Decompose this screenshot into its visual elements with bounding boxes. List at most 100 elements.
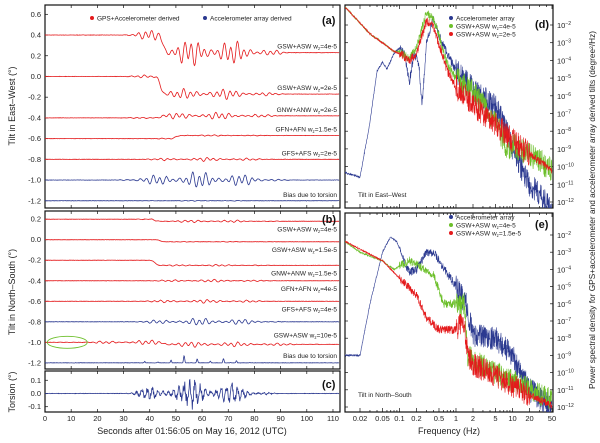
y-tick-label: -0.6 [28, 297, 41, 306]
y-tick-label: -0.4 [28, 113, 41, 122]
trace-label-w: w [312, 226, 318, 233]
panel-frame [44, 4, 341, 209]
trace-gps_acc [44, 299, 340, 304]
y-tick-exponent: −2 [565, 21, 571, 27]
trace-label-sub: z [318, 88, 321, 93]
trace-acc_array [44, 317, 340, 326]
panel-label-b: (b) [322, 214, 336, 226]
x-tick-label: 0.02 [353, 414, 368, 423]
y-axis-title-psd: Power spectral density for GPS+accelerom… [587, 31, 597, 389]
x-tick-label: 40 [146, 414, 154, 423]
legend-e-marker-1 [449, 223, 453, 227]
y-tick-exponent: −10 [565, 163, 574, 169]
trace-label-value: =1.5e-5 [315, 270, 338, 277]
y-tick-label: 10−2 [557, 21, 571, 30]
x-tick-label: 30 [119, 414, 127, 423]
y-tick-label: -1.0 [28, 176, 41, 185]
x-tick-label: 110 [327, 414, 339, 423]
legend-marker-acc-array [203, 16, 207, 20]
trace-gps_acc [44, 278, 340, 283]
trace-gps_acc [44, 74, 340, 100]
legend-d-label-2: GSW+ASW wz=2e-5 [456, 32, 516, 40]
x-tick-label: 50 [548, 414, 556, 423]
trace-label: GFS+AFS wz=4e-5 [282, 306, 338, 314]
trace-label: Bias due to torsion [283, 353, 337, 360]
legend-e-pair-1: GSW+ASW [456, 223, 491, 230]
x-tick-label: 90 [276, 414, 284, 423]
y-tick-exponent: −5 [565, 283, 571, 289]
y-tick-label: -1.2 [28, 358, 41, 367]
legend-e-pair-2: GSW+ASW [456, 231, 491, 238]
trace-label-sub: z [313, 249, 316, 254]
trace-label-value: =2e-5 [320, 150, 337, 157]
y-tick-exponent: −8 [565, 334, 571, 340]
y-tick-label: 10−9 [557, 145, 571, 154]
y-tick-label: 10−10 [557, 369, 574, 378]
trace-label-pair: Bias due to torsion [283, 353, 337, 360]
trace-label-sub: z [318, 229, 321, 234]
x-tick-label: 0.1 [394, 414, 404, 423]
y-tick-label: 0.4 [31, 31, 41, 40]
legend-marker-gps-acc [90, 16, 94, 20]
legend-e-marker-2 [449, 231, 453, 235]
x-axis-title-frequency: Frequency (Hz) [418, 426, 480, 436]
panel-frame [44, 370, 341, 413]
y-tick-label: 10−7 [557, 317, 571, 326]
panel-frame [44, 210, 341, 370]
y-tick-label: 10−10 [557, 163, 574, 172]
trace-label: GSW+ASW wz=4e-5 [277, 44, 337, 52]
y-tick-exponent: −7 [565, 110, 571, 116]
legend-e-val-2: =1.5e-5 [499, 231, 522, 238]
panel-label-c: (c) [322, 379, 336, 391]
y-axis-title-b: Tilt in North–South (°) [7, 249, 17, 335]
trace-label-w: w [307, 247, 313, 254]
y-tick-exponent: −11 [565, 386, 573, 392]
spectrum-gps_acc [345, 240, 553, 409]
panel-label-a: (a) [322, 15, 336, 27]
trace-label-pair: GNW+ANW [271, 270, 308, 277]
trace-label-w: w [312, 306, 318, 313]
y-tick-label: 10−3 [557, 248, 571, 257]
legend-e-w-2: w [491, 231, 497, 238]
y-tick-label: -0.2 [28, 256, 41, 265]
y-tick-label: 10−4 [557, 265, 571, 274]
trace-label-value: =4e-5 [320, 44, 337, 51]
legend-e-label-2: GSW+ASW wz=1.5e-5 [456, 231, 522, 239]
trace-label: GSW+ASW wz=10e-5 [274, 332, 338, 340]
y-tick-label: 10−12 [557, 403, 574, 412]
y-axis-title-c: Torsion (°) [7, 371, 17, 412]
trace-gps_acc [45, 218, 340, 224]
trace-label-pair: GFS+AFS [282, 150, 314, 157]
trace-label-value: =2e-5 [320, 107, 337, 114]
x-tick-label: 0.05 [375, 414, 390, 423]
legend-d-marker-1 [449, 24, 453, 28]
legend-label-gps-acc: GPS+Accelerometer derived [97, 16, 180, 23]
legend-d: Accelerometer array GSW+ASW wz=4e-5 GSW+… [449, 16, 516, 40]
legend-d-sub-1: z [497, 26, 500, 31]
y-tick-label: -0.4 [28, 276, 41, 285]
y-tick-exponent: −8 [565, 127, 571, 133]
y-tick-label: -0.8 [28, 155, 41, 164]
y-tick-label: 0.0 [31, 235, 41, 244]
legend-d-label-1: GSW+ASW wz=4e-5 [456, 24, 516, 32]
y-tick-exponent: −11 [565, 180, 573, 186]
y-tick-exponent: −5 [565, 74, 571, 80]
trace-gps_acc [44, 259, 340, 267]
trace-label-w: w [312, 286, 318, 293]
trace-label-pair: GNW+ANW [277, 107, 314, 114]
trace-label-pair: Bias due to torsion [283, 192, 337, 199]
y-tick-label: 0.0 [31, 72, 41, 81]
trace-label: GNW+ANW wz=1.5e-5 [271, 270, 337, 278]
trace-label-w: w [312, 107, 318, 114]
x-tick-label: 100 [301, 414, 314, 423]
y-tick-exponent: −10 [565, 369, 574, 375]
y-tick-label: 0.6 [31, 10, 41, 19]
trace-label-pair: GFN+AFN [281, 286, 313, 293]
y-tick-label: -0.6 [28, 134, 41, 143]
y-tick-label: 10−12 [557, 198, 574, 207]
legend-d-pair-2: GSW+ASW [456, 32, 491, 39]
legend-d-w-1: w [491, 24, 497, 31]
panel-label-d: (d) [535, 19, 549, 31]
trace-label-pair: GSW+ASW [277, 85, 313, 92]
trace-label-w: w [309, 332, 315, 339]
